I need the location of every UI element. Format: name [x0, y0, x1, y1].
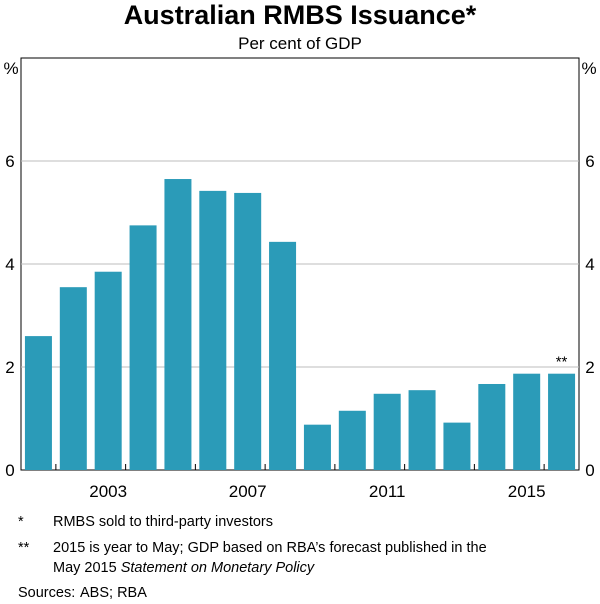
bar — [478, 383, 506, 470]
sources-label: Sources: — [18, 585, 76, 601]
bar — [59, 287, 87, 470]
x-tick-label: 2003 — [89, 482, 127, 501]
bar — [303, 424, 331, 470]
bar — [269, 241, 297, 470]
bar — [234, 192, 262, 470]
bar — [513, 373, 541, 470]
y-tick-label-left: 4 — [5, 255, 14, 274]
bar — [199, 190, 227, 470]
footnote-1-mark: * — [18, 514, 24, 530]
bar — [338, 410, 366, 470]
y-tick-label-right: 4 — [585, 255, 594, 274]
bar — [129, 225, 157, 470]
footnote-2: ** 2015 is year to May; GDP based on RBA’… — [18, 538, 487, 558]
sources: Sources: ABS; RBA — [18, 583, 147, 603]
footnote-2-mark: ** — [18, 540, 30, 556]
x-tick-label: 2007 — [229, 482, 267, 501]
x-tick-label: 2015 — [508, 482, 546, 501]
chart-svg: 0 0 2 2 4 4 6 6% % ** 2003 2007 2011 2015 — [3, 57, 597, 501]
footnote-2-continued: May 2015 Statement on Monetary Policy — [53, 558, 314, 578]
footnote-2-text: 2015 is year to May; GDP based on RBA’s … — [53, 540, 487, 556]
bar — [408, 390, 436, 470]
bar-annotation: ** — [556, 354, 568, 371]
footnote-1: * RMBS sold to third-party investors — [18, 512, 273, 532]
y-unit-right: % — [581, 59, 596, 78]
chart-subtitle: Per cent of GDP — [238, 34, 362, 53]
bar — [164, 179, 192, 470]
y-tick-label-left: 0 — [5, 461, 14, 480]
y-tick-label-right: 6 — [585, 152, 594, 171]
x-tick-label: 2011 — [369, 482, 406, 501]
y-unit-left: % — [3, 59, 18, 78]
y-tick-label-left: 6 — [5, 152, 14, 171]
y-tick-label-right: 0 — [585, 461, 594, 480]
footnote-2-cont-plain: May 2015 — [53, 560, 121, 576]
y-tick-label-right: 2 — [585, 358, 594, 377]
footnote-2-cont-italic: Statement on Monetary Policy — [120, 560, 315, 576]
sources-text: ABS; RBA — [80, 585, 147, 601]
bar — [443, 422, 471, 470]
footnote-1-text: RMBS sold to third-party investors — [53, 514, 273, 530]
bar — [24, 336, 52, 470]
y-tick-label-left: 2 — [5, 358, 14, 377]
bar — [94, 271, 122, 470]
bar — [373, 393, 401, 470]
chart-title: Australian RMBS Issuance* — [123, 0, 477, 30]
bar — [548, 373, 576, 470]
